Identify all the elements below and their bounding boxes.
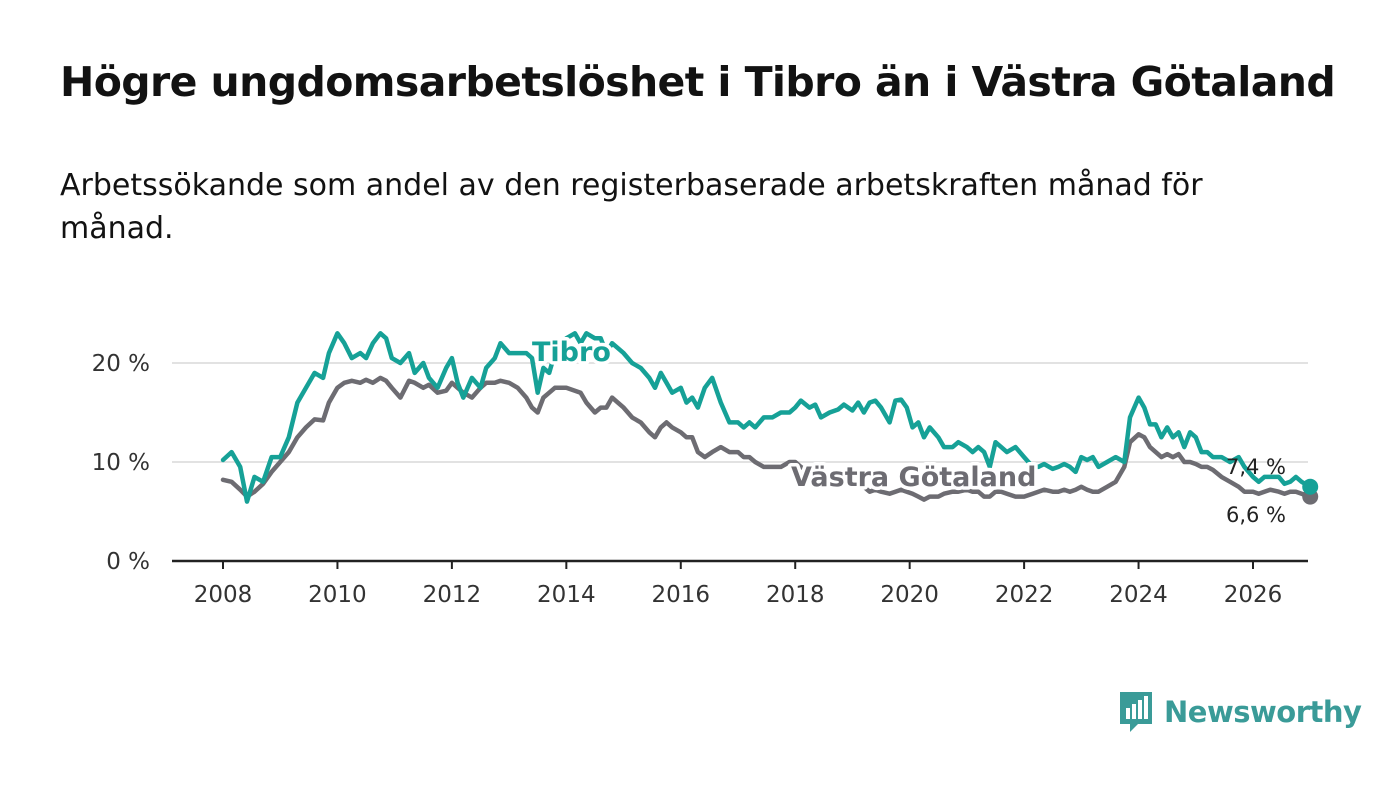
series-label-tibro: Tibro [532, 337, 611, 368]
x-tick-label: 2020 [880, 582, 939, 608]
chart-subtitle: Arbetssökande som andel av den registerb… [60, 168, 1203, 246]
y-tick-label: 20 % [92, 351, 150, 377]
series-layer [220, 331, 1319, 505]
newsworthy-logo-icon [1120, 692, 1152, 732]
end-label-tibro: 7,4 % [1226, 455, 1286, 479]
end-label-vastra-gotaland: 6,6 % [1226, 503, 1286, 527]
y-tick-label: 0 % [106, 549, 150, 575]
x-tick-label: 2012 [423, 582, 482, 608]
series-line-tibro [220, 331, 1313, 504]
chart-title: Högre ungdomsarbetslöshet i Tibro än i V… [60, 58, 1336, 106]
x-tick-label: 2026 [1224, 582, 1283, 608]
x-tick-label: 2024 [1109, 582, 1168, 608]
series-line-vastra-gotaland [220, 375, 1313, 502]
series-label-vastra-gotaland: Västra Götaland [791, 462, 1036, 493]
end-marker-tibro [1302, 478, 1319, 495]
label-layer: Tibro Västra Götaland 7,4 % 6,6 % [529, 334, 1287, 528]
y-tick-label: 10 % [92, 450, 150, 476]
x-tick-label: 2010 [308, 582, 367, 608]
x-tick-label: 2008 [194, 582, 253, 608]
newsworthy-brand[interactable]: Newsworthy [1118, 690, 1362, 734]
brand-name: Newsworthy [1164, 695, 1362, 729]
x-tick-label: 2018 [766, 582, 825, 608]
x-tick-label: 2016 [652, 582, 711, 608]
x-tick-label: 2022 [995, 582, 1054, 608]
grid-layer: 0 % 10 % 20 % 2008 2010 2012 2014 2016 2018 2020 2… [92, 351, 1308, 608]
x-tick-label: 2014 [537, 582, 596, 608]
